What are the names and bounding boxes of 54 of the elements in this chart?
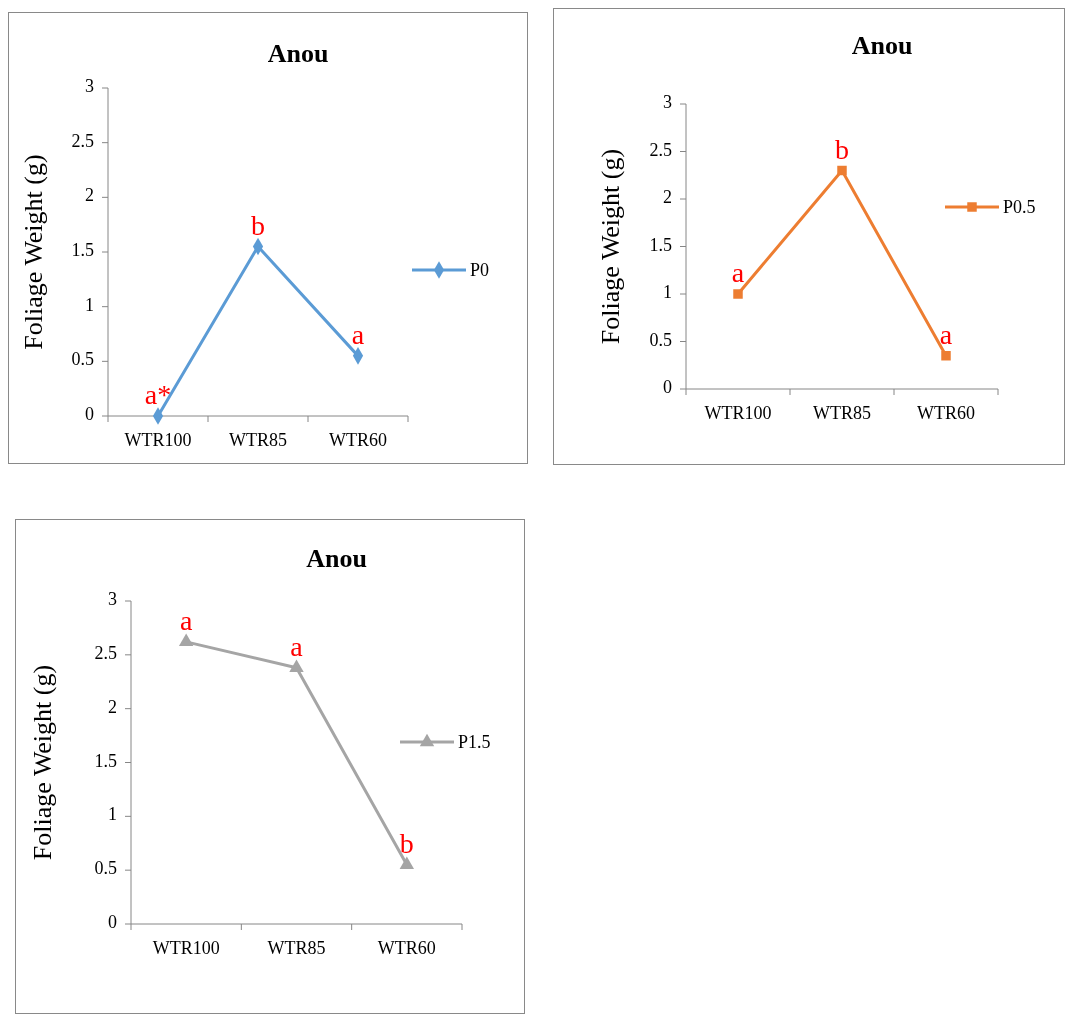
y-tick-label: 0: [85, 404, 94, 425]
point: [289, 659, 304, 672]
point: [399, 856, 415, 869]
y-tick-label: 2: [108, 696, 117, 717]
annotation: b: [835, 133, 849, 165]
point: [733, 289, 743, 299]
annotation: a: [731, 257, 745, 288]
annotation: a: [939, 318, 953, 350]
y-tick-label: 0.5: [649, 329, 672, 350]
chart-title: Anou: [306, 544, 367, 573]
y-tick-label: 1.5: [71, 240, 94, 261]
x-tick-label: WTR60: [329, 430, 387, 450]
y-tick-label: 1.5: [94, 750, 117, 771]
point: [941, 351, 951, 361]
y-tick-label: 0: [108, 912, 117, 933]
legend-label: P1.5: [458, 732, 491, 752]
annotation: a: [351, 318, 365, 350]
x-tick-label: WTR60: [377, 938, 436, 958]
y-tick-label: 0: [663, 377, 672, 398]
y-tick-label: 2: [85, 185, 94, 206]
y-tick-label: 3: [85, 76, 94, 97]
annotation: a: [290, 630, 304, 662]
legend-label: P0: [470, 260, 490, 280]
y-tick-label: 1: [108, 804, 117, 825]
x-tick-label: WTR100: [704, 403, 772, 423]
x-tick-label: WTR60: [917, 403, 975, 423]
annotation: a*: [144, 379, 172, 410]
point: [178, 633, 194, 647]
y-tick-label: 1: [663, 282, 672, 303]
legend-label: P0.5: [1003, 197, 1036, 217]
y-tick-label: 2: [663, 187, 672, 208]
x-tick-label: WTR100: [124, 430, 192, 450]
chart-title: Anou: [267, 39, 329, 68]
y-tick-label: 2.5: [94, 642, 117, 663]
y-tick-label: 3: [663, 92, 672, 113]
annotation: b: [251, 209, 265, 241]
y-axis-title: Foliage Weight (g): [595, 148, 625, 345]
y-tick-label: 2.5: [71, 130, 94, 151]
x-tick-label: WTR85: [267, 938, 326, 958]
y-tick-label: 0.5: [94, 858, 117, 879]
x-tick-label: WTR85: [813, 403, 871, 423]
x-tick-label: WTR85: [229, 430, 287, 450]
y-axis-title: Foliage Weight (g): [18, 154, 48, 350]
chart-title: Anou: [851, 31, 913, 60]
annotation: a: [179, 604, 193, 636]
y-tick-label: 0.5: [71, 349, 94, 370]
y-axis-title: Foliage Weight (g): [27, 664, 57, 861]
y-tick-label: 1.5: [649, 234, 672, 255]
annotation: b: [399, 827, 414, 859]
point: [837, 165, 847, 176]
y-tick-label: 2.5: [649, 139, 672, 160]
y-tick-label: 1: [85, 294, 94, 315]
y-tick-label: 3: [108, 589, 117, 610]
x-tick-label: WTR100: [152, 938, 220, 958]
